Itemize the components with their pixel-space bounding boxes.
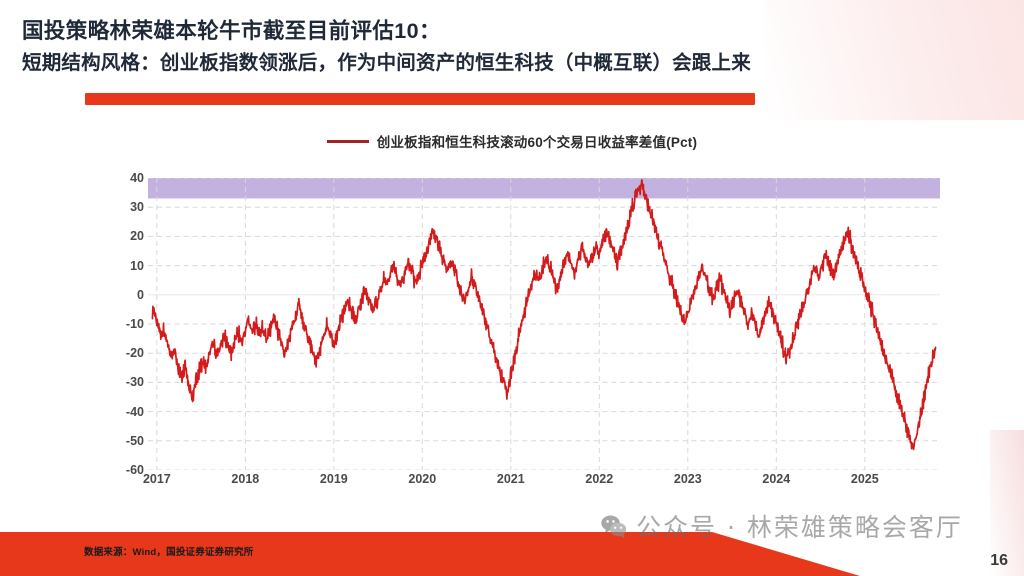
x-axis-labels: 2017 2018 2019 2020 2021 2022 2023 2024 2025 [143,472,940,492]
series-line [151,178,937,451]
y-axis-tick: -60 [125,463,144,477]
x-axis-tick: 2018 [231,472,260,486]
chart-legend: 创业板指和恒生科技滚动60个交易日收益率差值(Pct) [0,131,1024,151]
watermark: 公众号 · 林荣雄策略会客厅 [600,508,963,544]
highlight-band-group [148,178,940,199]
watermark-text: 公众号 · 林荣雄策略会客厅 [636,513,963,542]
x-axis-tick: 2017 [142,472,171,486]
page-title-line1: 国投策略林荣雄本轮牛市截至目前评估10： [22,19,441,43]
line-chart: 40 30 20 10 0 -10 -20 -30 -40 -50 -60 2017 2018 2019… [104,171,944,492]
x-axis-tick: 2021 [496,472,525,486]
x-axis-tick: 2025 [850,472,879,486]
y-axis-tick: 40 [130,171,144,185]
y-axis-tick: 20 [130,229,144,244]
y-axis-tick: 10 [130,258,144,273]
page-title-line2: 短期结构风格：创业板指数领涨后，作为中间资产的恒生科技（中概互联）会跟上来 [22,52,751,74]
y-axis-tick: 30 [130,200,144,215]
x-axis-tick: 2024 [762,472,791,486]
plot-area [148,178,940,470]
plot-svg [148,178,940,470]
y-axis-tick: 0 [137,287,144,302]
legend-line-swatch [326,139,369,143]
highlight-band [148,178,940,199]
y-axis-tick: -30 [125,375,144,390]
source-note: 数据来源：Wind，国投证券证券研究所 [84,547,254,558]
y-axis-tick: -50 [125,433,144,448]
x-axis-tick: 2022 [585,472,614,486]
x-axis-tick: 2023 [673,472,702,486]
x-axis-tick: 2020 [408,472,437,486]
page-number: 16 [990,552,1008,569]
title-block: 国投策略林荣雄本轮牛市截至目前评估10： 短期结构风格：创业板指数领涨后，作为中… [22,16,1002,78]
y-axis-tick: -10 [125,317,144,331]
title-underline-bar [85,93,755,105]
legend-label: 创业板指和恒生科技滚动60个交易日收益率差值(Pct) [376,135,698,150]
y-axis-labels: 40 30 20 10 0 -10 -20 -30 -40 -50 -60 [104,171,144,477]
x-axis-tick: 2019 [319,472,348,486]
y-axis-tick: -40 [125,404,144,419]
horizontal-gridlines [148,178,940,470]
wechat-icon [601,515,627,538]
y-axis-tick: -20 [125,346,144,361]
